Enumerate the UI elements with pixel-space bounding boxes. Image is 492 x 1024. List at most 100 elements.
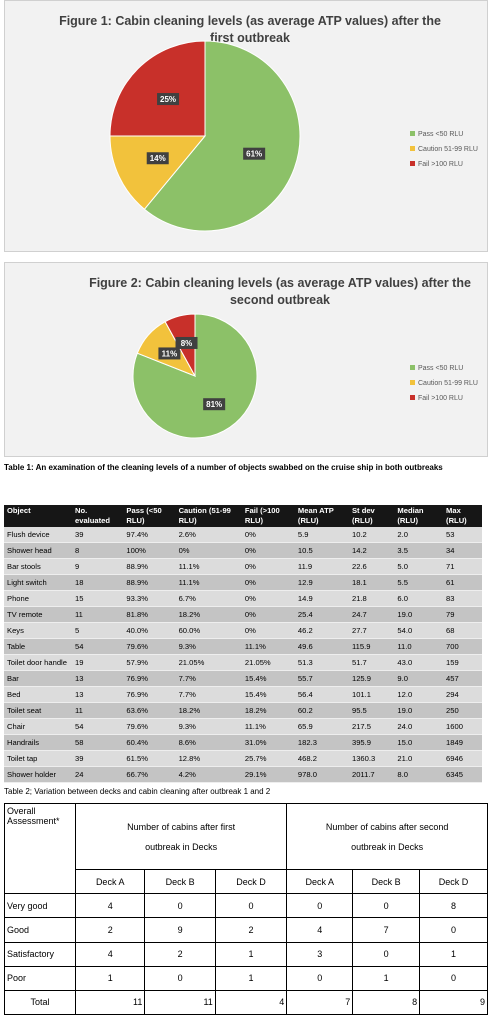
- table-cell: 0: [352, 941, 421, 967]
- table-cell: 19.0: [394, 606, 444, 623]
- table-cell: 6946: [443, 750, 482, 767]
- table-cell: 9: [144, 917, 216, 943]
- table-cell: 6.7%: [175, 590, 242, 607]
- table-cell: 34: [443, 542, 482, 559]
- table-cell: 19.0: [394, 702, 444, 719]
- table-cell: Keys: [4, 622, 72, 639]
- table-cell: 0%: [241, 622, 295, 639]
- data-label: 61%: [246, 150, 262, 159]
- table-cell: 31.0%: [241, 734, 295, 751]
- table-cell: 81.8%: [123, 606, 176, 623]
- table-cell: 5.0: [394, 558, 444, 575]
- table-row: Table 54 79.6% 9.3% 11.1% 49.6 115.9 11.0 700: [4, 638, 482, 655]
- table-row: Satisfactory 4 2 1 3 0 1: [4, 941, 488, 967]
- table-cell: 217.5: [348, 718, 395, 735]
- table-cell: 7.7%: [175, 670, 242, 687]
- table-cell: Poor: [4, 965, 76, 991]
- table-cell: 0: [214, 893, 288, 919]
- table-cell: 0: [419, 917, 488, 943]
- table-cell: 395.9: [348, 734, 395, 751]
- table-cell: Toilet seat: [4, 702, 72, 719]
- pie-chart: 81% Pass <50 RLU 11% Caution 51-99 RLU 8% Fai…: [132, 313, 478, 439]
- table-cell: 88.9%: [123, 574, 176, 591]
- table-cell: 8: [352, 989, 421, 1016]
- table-1: Object No. evaluated Pass (<50 RLU) Caution…: [4, 505, 482, 783]
- table-row: Good 2 9 2 4 7 0: [4, 917, 488, 943]
- table-cell: 60.2: [294, 702, 349, 719]
- table-cell: 11.1%: [175, 558, 242, 575]
- table-cell: 13: [72, 686, 124, 703]
- table-cell: 58: [72, 734, 124, 751]
- table-cell: 2: [144, 941, 216, 967]
- table-cell: 2.6%: [175, 527, 242, 543]
- table-cell: 294: [443, 686, 482, 703]
- table-caption: Table 1: An examination of the cleaning …: [4, 463, 443, 472]
- table-cell: 4: [286, 917, 354, 943]
- table-cell: 4: [74, 941, 146, 967]
- table-cell: 18.1: [348, 574, 395, 591]
- table-cell: 18.2%: [175, 702, 242, 719]
- table-cell: 700: [443, 638, 482, 655]
- table-cell: Phone: [4, 590, 72, 607]
- table-cell: 9: [72, 558, 124, 575]
- table-cell: 55.7: [294, 670, 349, 687]
- table-cell: 11.1%: [241, 718, 295, 735]
- data-label: 11%: [162, 349, 178, 358]
- table-row: Toilet tap 39 61.5% 12.8% 25.7% 468.2 1360.3 21…: [4, 750, 482, 767]
- table-cell: 60.4%: [123, 734, 176, 751]
- table-cell: 5.9: [294, 527, 349, 543]
- table-cell: Satisfactory: [4, 941, 76, 967]
- table-cell: 2: [214, 917, 288, 943]
- table-cell: 79.6%: [123, 718, 176, 735]
- table-cell: 1360.3: [348, 750, 395, 767]
- table-cell: 83: [443, 590, 482, 607]
- table-cell: Chair: [4, 718, 72, 735]
- table-cell: 0: [144, 893, 216, 919]
- label-box: [243, 147, 266, 160]
- table-cell: Flush device: [4, 527, 72, 543]
- table-cell: 101.1: [348, 686, 395, 703]
- column-header: Caution (51-99 RLU): [175, 505, 242, 527]
- table-row: Toilet door handle 19 57.9% 21.05% 21.05% 51.…: [4, 654, 482, 671]
- table-cell: 0%: [241, 558, 295, 575]
- table-cell: 0%: [175, 542, 242, 559]
- table-cell: 6345: [443, 766, 482, 783]
- table-cell: 0%: [241, 590, 295, 607]
- table-cell: 0: [286, 965, 354, 991]
- table-cell: 54: [72, 638, 124, 655]
- table-cell: 57.9%: [123, 654, 176, 671]
- table-cell: 8: [72, 542, 124, 559]
- table-cell: 15.0: [394, 734, 444, 751]
- figure-title: Figure 2: Cabin cleaning levels (as aver…: [89, 276, 471, 307]
- table-cell: 76.9%: [123, 670, 176, 687]
- column-header: St dev (RLU): [348, 505, 395, 527]
- table-cell: 24.0: [394, 718, 444, 735]
- table-row: Flush device 39 97.4% 2.6% 0% 5.9 10.2 2.0 53: [4, 527, 482, 543]
- column-header: Pass (<50 RLU): [123, 505, 176, 527]
- table-cell: 1: [214, 965, 288, 991]
- table-cell: 61: [443, 574, 482, 591]
- table-cell: 79.6%: [123, 638, 176, 655]
- table-cell: 9: [419, 989, 488, 1016]
- legend-swatch: [410, 365, 415, 370]
- table-cell: 18: [72, 574, 124, 591]
- table-row: Poor 1 0 1 0 1 0: [4, 965, 488, 991]
- table-cell: 97.4%: [123, 527, 176, 543]
- table-cell: 46.2: [294, 622, 349, 639]
- label-box: [158, 347, 181, 360]
- label-box: [146, 152, 169, 165]
- table-cell: Bed: [4, 686, 72, 703]
- table-cell: 182.3: [294, 734, 349, 751]
- table-cell: 56.4: [294, 686, 349, 703]
- table-cell: 125.9: [348, 670, 395, 687]
- table-cell: Bar stools: [4, 558, 72, 575]
- table-cell: 13: [72, 670, 124, 687]
- column-header: Mean ATP (RLU): [294, 505, 349, 527]
- table-row: TV remote 11 81.8% 18.2% 0% 25.4 24.7 19.0 79: [4, 606, 482, 623]
- table-cell: 1: [214, 941, 288, 967]
- table-cell: 40.0%: [123, 622, 176, 639]
- table-cell: 11.9: [294, 558, 349, 575]
- table-cell: Toilet tap: [4, 750, 72, 767]
- legend-label: Pass <50 RLU: [418, 365, 463, 372]
- table-row: Bar stools 9 88.9% 11.1% 0% 11.9 22.6 5.0 71: [4, 558, 482, 575]
